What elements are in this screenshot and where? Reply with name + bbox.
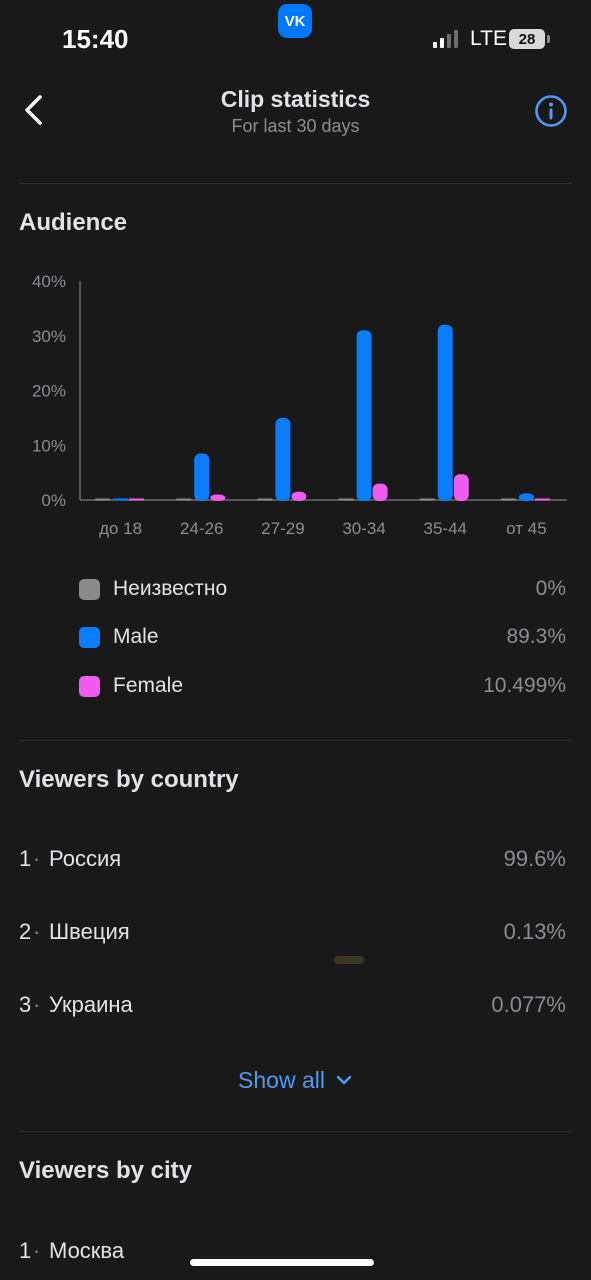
country-value: 99.6%	[503, 846, 566, 871]
network-type: LTE	[470, 27, 507, 50]
country-name: Россия	[49, 846, 122, 871]
country-row: 3 · Украина 0.077%	[0, 988, 591, 1024]
country-rank: 2	[19, 919, 32, 944]
country-value: 0.077%	[491, 992, 566, 1017]
country-row: 2 · Швеция 0.13%	[0, 915, 591, 951]
cellular-signal-icon	[433, 30, 458, 48]
legend-item-unknown: Неизвестно 0%	[0, 572, 591, 608]
legend-item-male: Male 89.3%	[0, 620, 591, 656]
y-tick-label: 30%	[32, 327, 66, 346]
cities-title: Viewers by city	[19, 1157, 192, 1184]
decorative-smudge	[334, 956, 364, 964]
country-rank: 3	[19, 992, 32, 1017]
y-tick-label: 10%	[32, 436, 66, 455]
x-tick-label: от 45	[506, 519, 547, 538]
y-tick-label: 40%	[32, 272, 66, 291]
divider	[19, 740, 572, 741]
audience-title: Audience	[19, 209, 128, 236]
status-bar: 15:40 VK LTE 28	[0, 0, 591, 80]
bar-female	[210, 494, 226, 501]
home-indicator[interactable]	[190, 1259, 374, 1266]
divider	[19, 183, 572, 184]
chevron-down-icon	[336, 1075, 352, 1085]
city-name: Москва	[49, 1238, 125, 1263]
country-rank: 1	[19, 846, 32, 871]
status-time: 15:40	[62, 24, 129, 54]
bar-female	[453, 474, 469, 501]
legend-label: Female	[113, 674, 184, 697]
x-tick-label: 30-34	[342, 519, 385, 538]
x-tick-label: 35-44	[424, 519, 467, 538]
legend-value: 0%	[535, 577, 566, 600]
city-row: 1 · Москва	[0, 1234, 591, 1270]
bar-female	[291, 491, 307, 501]
country-row: 1 · Россия 99.6%	[0, 842, 591, 878]
separator-dot: ·	[33, 919, 41, 944]
battery-icon: 28	[509, 29, 545, 49]
show-all-label: Show all	[238, 1066, 325, 1093]
bar-male	[437, 324, 453, 501]
screen-header: Clip statistics For last 30 days	[0, 80, 591, 160]
legend-swatch	[79, 579, 100, 600]
legend-label: Неизвестно	[113, 577, 228, 600]
country-name: Украина	[49, 992, 133, 1017]
divider	[19, 1131, 572, 1132]
country-value: 0.13%	[503, 919, 566, 944]
legend-value: 89.3%	[506, 625, 566, 648]
y-tick-label: 20%	[32, 382, 66, 401]
city-rank: 1	[19, 1238, 32, 1263]
legend-value: 10.499%	[483, 674, 566, 697]
separator-dot: ·	[33, 846, 41, 871]
legend-label: Male	[113, 625, 159, 648]
legend-item-female: Female 10.499%	[0, 669, 591, 705]
bar-male	[194, 453, 210, 501]
page-title: Clip statistics	[220, 86, 371, 112]
separator-dot: ·	[33, 992, 41, 1017]
bar-female	[372, 483, 388, 501]
vk-app-icon: VK	[278, 4, 312, 38]
show-all-button[interactable]: Show all	[0, 1062, 591, 1098]
legend-swatch	[79, 676, 100, 697]
page-subtitle: For last 30 days	[231, 116, 360, 136]
bar-male	[356, 330, 372, 501]
country-name: Швеция	[49, 919, 130, 944]
bar-male	[518, 493, 534, 501]
separator-dot: ·	[33, 1238, 41, 1263]
x-tick-label: 27-29	[261, 519, 304, 538]
bar-male	[275, 417, 291, 501]
battery-tip	[547, 35, 550, 43]
x-tick-label: до 18	[99, 519, 142, 538]
y-tick-label: 0%	[41, 491, 66, 510]
info-icon[interactable]	[534, 94, 568, 128]
x-tick-label: 24-26	[180, 519, 223, 538]
audience-chart: 40% 30% 20% 10% 0% до 18 24-26 27-29 30-34 35-44 о…	[32, 272, 567, 538]
countries-title: Viewers by country	[19, 766, 239, 793]
back-arrow-icon[interactable]	[18, 92, 54, 128]
legend-swatch	[79, 627, 100, 648]
